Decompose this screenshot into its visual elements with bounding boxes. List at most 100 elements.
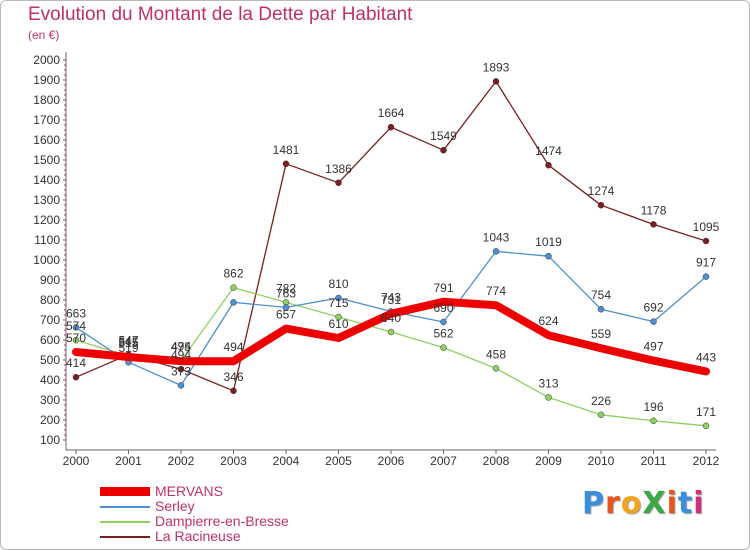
data-label: 791 <box>433 281 453 295</box>
series-point-dampierre-en-bresse <box>230 284 237 291</box>
y-tick-label: 700 <box>40 313 60 327</box>
logo-letter: i <box>693 486 705 521</box>
series-point-la-racineuse <box>492 78 500 85</box>
x-tick-label: 2002 <box>168 454 195 468</box>
data-label: 171 <box>696 405 716 419</box>
data-label: 774 <box>486 284 506 298</box>
data-label: 494 <box>171 340 191 354</box>
series-point-dampierre-en-bresse <box>335 313 342 321</box>
chart-subtitle: (en €) <box>28 28 60 42</box>
series-point-la-racineuse <box>702 237 710 245</box>
series-point-serley <box>545 252 552 260</box>
legend-label-mervans: MERVANS <box>155 483 223 499</box>
series-point-dampierre-en-bresse <box>597 411 605 419</box>
data-label: 917 <box>696 256 716 270</box>
data-label: 1095 <box>693 220 720 234</box>
y-tick-label: 2000 <box>33 53 60 67</box>
series-point-dampierre-en-bresse <box>545 394 552 401</box>
data-label: 657 <box>276 308 296 322</box>
y-tick-label: 100 <box>40 433 60 447</box>
data-label: 559 <box>591 327 611 341</box>
data-label: 754 <box>591 288 611 302</box>
series-point-dampierre-en-bresse <box>650 417 657 425</box>
logo-letter: t <box>677 486 694 521</box>
series-point-la-racineuse <box>72 373 80 381</box>
data-label: 515 <box>118 336 138 350</box>
y-tick-label: 500 <box>40 353 60 367</box>
x-tick-label: 2010 <box>588 454 615 468</box>
x-tick-label: 2011 <box>641 454 667 468</box>
y-tick-label: 1200 <box>33 213 60 227</box>
x-tick-label: 2012 <box>693 454 720 468</box>
x-tick-label: 2001 <box>115 454 142 468</box>
data-label: 1474 <box>535 144 562 158</box>
legend-label-la-racineuse: La Racineuse <box>155 528 241 544</box>
data-label: 414 <box>66 356 86 370</box>
proxiti-logo: ProXiti <box>582 486 705 521</box>
series-point-serley <box>492 248 500 255</box>
data-label: 731 <box>381 293 401 307</box>
x-tick-label: 2004 <box>273 454 300 468</box>
data-label: 743 <box>381 290 401 304</box>
y-tick-label: 900 <box>40 273 60 287</box>
data-label: 1178 <box>641 203 667 217</box>
series-point-la-racineuse <box>177 365 185 373</box>
series-point-la-racineuse <box>650 221 657 228</box>
y-tick-label: 1700 <box>33 113 60 127</box>
data-label: 1664 <box>378 106 405 120</box>
data-label: 562 <box>433 327 453 341</box>
data-label: 763 <box>276 286 296 300</box>
series-line-mervans <box>72 297 710 376</box>
series-point-la-racineuse <box>230 387 237 395</box>
x-tick-label: 2006 <box>378 454 405 468</box>
series-point-serley <box>597 305 605 313</box>
data-label: 1893 <box>483 60 510 74</box>
y-tick-label: 1400 <box>33 173 60 187</box>
data-label: 443 <box>696 350 716 364</box>
x-tick-label: 2005 <box>325 454 352 468</box>
data-label: 1043 <box>483 230 510 244</box>
logo-letter: P <box>582 486 605 521</box>
data-label: 545 <box>118 335 138 349</box>
legend-swatch-mervans <box>100 487 150 496</box>
series-point-serley <box>230 299 237 306</box>
legend-swatch-la-racineuse <box>100 536 150 538</box>
y-tick-label: 300 <box>40 393 60 407</box>
series-point-dampierre-en-bresse <box>702 422 710 430</box>
data-label: 497 <box>643 340 663 354</box>
series-point-dampierre-en-bresse <box>440 344 447 351</box>
series-point-la-racineuse <box>597 201 605 209</box>
data-label: 610 <box>328 317 348 331</box>
legend-swatch-dampierre <box>100 521 150 523</box>
y-tick-label: 1600 <box>33 133 60 147</box>
chart-series-lines <box>72 78 710 430</box>
data-label: 1481 <box>273 143 300 157</box>
series-point-serley <box>72 324 80 331</box>
data-label: 1549 <box>430 129 457 143</box>
y-tick-label: 1900 <box>33 73 60 87</box>
y-tick-label: 600 <box>40 333 60 347</box>
data-label: 624 <box>538 314 558 328</box>
data-label: 494 <box>171 348 191 362</box>
y-tick-label: 1800 <box>33 93 60 107</box>
y-tick-label: 1500 <box>33 153 60 167</box>
y-tick-label: 1000 <box>33 253 60 267</box>
data-label: 494 <box>223 340 243 354</box>
series-point-serley <box>282 304 290 311</box>
logo-letter: X <box>642 486 667 521</box>
data-label: 663 <box>66 306 86 320</box>
data-label: 1274 <box>588 184 615 198</box>
data-label: 782 <box>276 281 296 295</box>
series-point-la-racineuse <box>545 161 552 169</box>
x-tick-label: 2007 <box>430 454 457 468</box>
x-tick-label: 2003 <box>220 454 247 468</box>
chart-title: Evolution du Montant de la Dette par Hab… <box>28 4 413 25</box>
x-tick-label: 2008 <box>483 454 510 468</box>
series-point-serley <box>335 294 342 302</box>
series-point-la-racineuse <box>282 160 290 168</box>
data-label: 690 <box>433 301 453 315</box>
logo-letter: i <box>666 486 678 521</box>
